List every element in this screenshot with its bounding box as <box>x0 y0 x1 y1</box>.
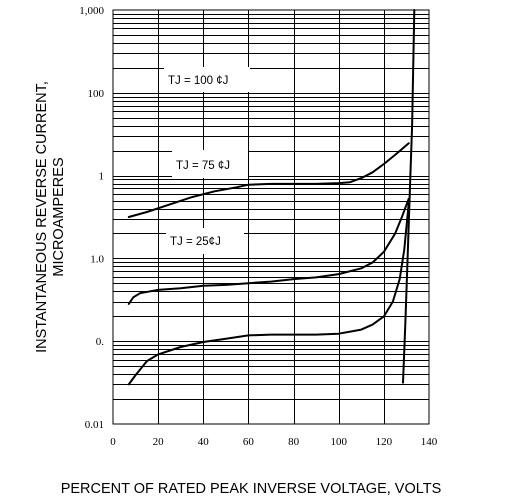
plot-frame <box>112 9 430 425</box>
y-axis-label-line-2: MICROAMPERES <box>51 157 67 276</box>
curves <box>127 9 416 386</box>
x-axis-label: PERCENT OF RATED PEAK INVERSE VOLTAGE, V… <box>61 481 442 497</box>
series-curve-0 <box>127 142 410 218</box>
y-axis-label-line-1: INSTANTANEOUS REVERSE CURRENT, <box>34 81 50 353</box>
y-tick-label-4: 0. <box>96 336 105 348</box>
y-axis-label: INSTANTANEOUS REVERSE CURRENT, MICROAMPE… <box>34 81 67 353</box>
x-tick-label-4: 80 <box>288 436 300 448</box>
curve-annotations: TJ = 100 ¢J TJ = 75 ¢J TJ = 25¢J <box>164 67 250 254</box>
x-tick-label-7: 140 <box>421 436 438 448</box>
series-curve-1 <box>127 197 410 305</box>
annotation-bg-75 <box>172 150 248 178</box>
y-tick-label-1: 100 <box>88 88 105 100</box>
y-tick-label-5: 0.01 <box>85 419 104 431</box>
x-tick-label-5: 100 <box>330 436 347 448</box>
series-label-tj-75: TJ = 75 ¢J <box>176 160 230 172</box>
series-curve-3 <box>402 9 416 384</box>
gridlines <box>113 10 429 424</box>
series-label-tj-25: TJ = 25¢J <box>170 236 221 248</box>
x-tick-label-0: 0 <box>110 436 116 448</box>
y-tick-label-0: 1,000 <box>79 5 104 17</box>
y-tick-label-3: 1.0 <box>90 253 104 265</box>
series-curve-2 <box>127 202 410 386</box>
x-tick-label-2: 40 <box>198 436 210 448</box>
x-tick-label-6: 120 <box>376 436 393 448</box>
annotation-bg-25 <box>166 228 244 254</box>
x-tick-label-1: 20 <box>153 436 165 448</box>
series-label-tj-100: TJ = 100 ¢J <box>168 75 228 87</box>
y-tick-label-2: 1 <box>99 171 105 183</box>
x-tick-label-3: 60 <box>243 436 255 448</box>
x-tick-labels: 0 20 40 60 80 100 120 140 <box>110 436 438 448</box>
annotation-bg-100 <box>164 67 250 92</box>
y-tick-labels: 1,000 100 1 1.0 0. 0.01 <box>79 5 104 431</box>
